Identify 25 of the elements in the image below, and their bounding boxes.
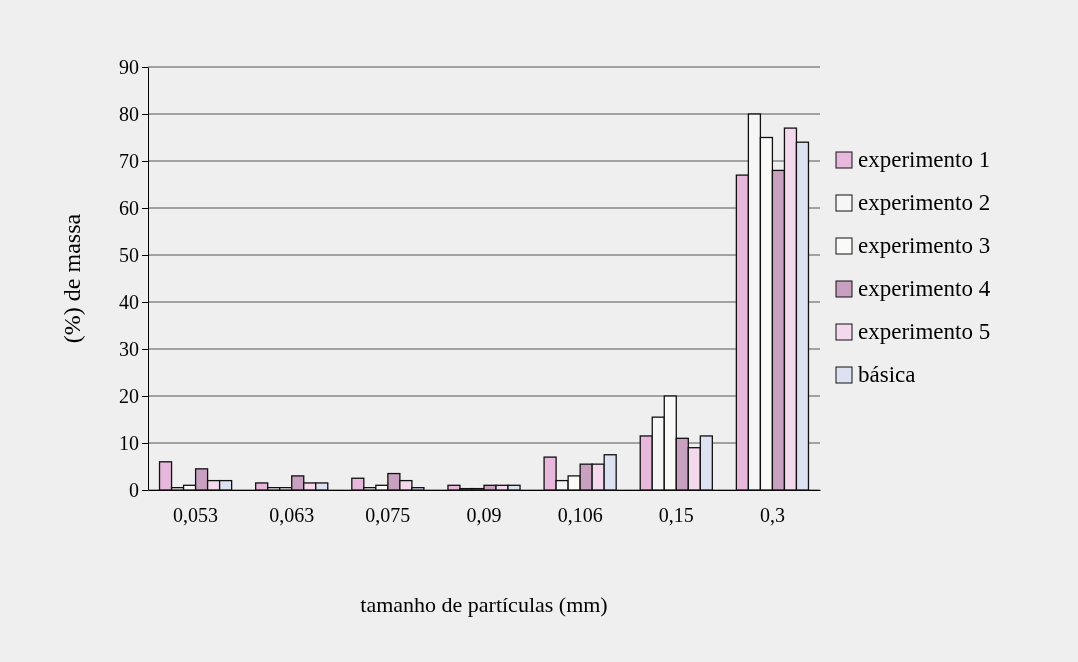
- x-tick-label: 0,09: [466, 504, 502, 527]
- y-tick-label: 20: [119, 384, 139, 407]
- legend-label: básica: [858, 362, 916, 387]
- x-tick-label: 0,053: [173, 504, 219, 527]
- y-tick-label: 70: [119, 149, 139, 172]
- legend-label: experimento 3: [858, 233, 991, 258]
- x-axis-title: tamanho de partículas (mm): [360, 592, 608, 617]
- x-tick-label: 0,15: [658, 504, 694, 527]
- y-tick-label: 90: [119, 55, 139, 78]
- y-tick-label: 60: [119, 196, 139, 219]
- legend-label: experimento 1: [858, 147, 991, 172]
- y-axis-title: (%) de massa: [59, 213, 85, 344]
- legend-label: experimento 2: [858, 190, 991, 215]
- y-tick-label: 80: [119, 102, 139, 125]
- x-tick-label: 0,3: [759, 504, 785, 527]
- y-tick-label: 30: [119, 337, 139, 360]
- x-tick-label: 0,075: [365, 504, 411, 527]
- y-tick-label: 50: [119, 243, 139, 266]
- y-tick-label: 0: [129, 478, 139, 501]
- y-tick-label: 10: [119, 431, 139, 454]
- legend-label: experimento 5: [858, 319, 991, 344]
- x-tick-label: 0,063: [269, 504, 315, 527]
- y-tick-label: 40: [119, 290, 139, 313]
- legend-label: experimento 4: [858, 276, 991, 301]
- x-tick-label: 0,106: [557, 504, 603, 527]
